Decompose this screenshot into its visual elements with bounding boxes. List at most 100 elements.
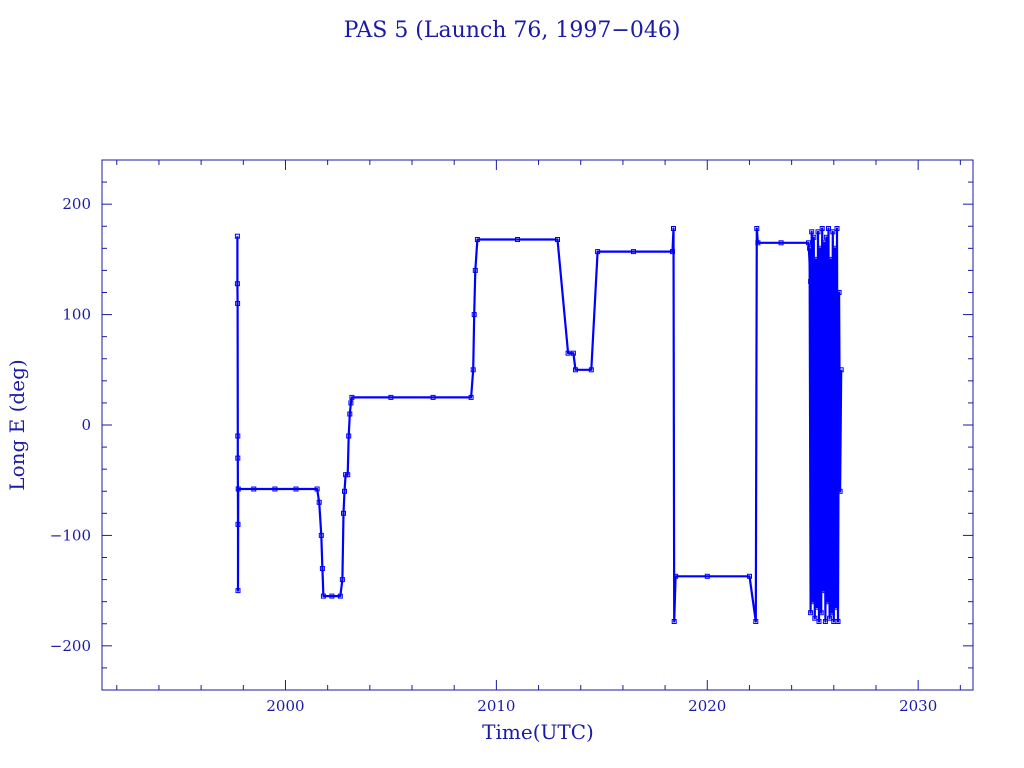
data-point-0-0 [234, 233, 240, 239]
data-point-0-1 [234, 281, 240, 287]
data-point-1-8 [815, 229, 821, 235]
data-point-0-47 [747, 573, 752, 579]
data-point-0-38 [573, 367, 578, 373]
data-point-0-32 [472, 267, 478, 273]
data-point-0-25 [348, 400, 354, 406]
data-point-0-31 [471, 312, 477, 318]
data-point-1-7 [814, 604, 820, 610]
data-point-1-22 [830, 229, 836, 235]
data-point-0-27 [388, 394, 394, 400]
data-point-0-24 [347, 411, 353, 417]
data-point-0-22 [345, 472, 351, 478]
data-point-0-15 [320, 593, 326, 599]
data-point-0-35 [555, 237, 560, 242]
chart-title: PAS 5 (Launch 76, 1997−046) [344, 18, 681, 43]
data-point-1-13 [820, 588, 826, 594]
data-point-0-18 [339, 577, 345, 583]
data-point-0-37 [570, 350, 576, 356]
x-axis-label: Time(UTC) [482, 720, 594, 744]
data-point-0-12 [316, 499, 322, 505]
data-point-0-19 [341, 510, 346, 516]
data-point-0-51 [778, 240, 784, 246]
data-point-0-4 [235, 455, 241, 461]
data-point-0-16 [329, 593, 335, 599]
data-point-1-16 [823, 234, 829, 240]
data-point-0-46 [704, 573, 710, 579]
y-axis-label: Long E (deg) [5, 359, 29, 490]
data-point-0-36 [565, 350, 571, 356]
data-point-0-29 [468, 394, 474, 400]
data-point-1-14 [821, 240, 827, 246]
data-point-0-2 [235, 301, 241, 306]
data-point-0-45 [673, 573, 679, 579]
data-point-0-14 [319, 566, 325, 571]
data-point-0-17 [337, 593, 343, 599]
data-point-1-1 [808, 610, 814, 616]
data-point-0-26 [349, 394, 355, 400]
data-point-0-40 [595, 249, 601, 255]
data-point-0-42 [670, 249, 675, 255]
data-point-0-39 [588, 367, 594, 373]
data-point-1-25 [833, 604, 839, 610]
data-point-0-41 [631, 249, 636, 255]
data-point-1-26 [834, 226, 840, 231]
data-point-1-30 [838, 367, 844, 373]
data-point-0-6 [235, 588, 241, 594]
data-point-0-43 [671, 226, 676, 231]
tick-labels: 2000 2010 2020 2030 200 100 0 −100 −200 [50, 195, 937, 715]
data-point-1-6 [813, 256, 819, 262]
data-point-1-24 [832, 245, 838, 251]
data-point-1-2 [809, 229, 815, 235]
data-point-0-3 [235, 433, 241, 439]
data-point-1-11 [818, 610, 824, 616]
data-point-1-19 [827, 615, 833, 621]
data-point-1-18 [826, 226, 831, 231]
data-point-1-21 [829, 610, 835, 616]
plot-lines [234, 226, 844, 624]
data-point-0-20 [342, 488, 347, 494]
data-point-0-28 [430, 394, 436, 400]
x-tick-label: 2000 [266, 697, 304, 715]
series-line-1 [808, 227, 843, 623]
data-point-1-12 [819, 226, 825, 231]
x-tick-label: 2020 [688, 697, 726, 715]
data-point-0-23 [346, 433, 352, 439]
data-point-1-29 [837, 488, 843, 494]
data-point-1-4 [811, 234, 817, 240]
data-point-0-7 [235, 486, 241, 492]
data-point-0-50 [755, 240, 761, 246]
data-point-0-11 [314, 486, 320, 492]
data-point-0-13 [318, 532, 324, 538]
y-tick-label: −100 [50, 526, 91, 544]
data-point-0-5 [235, 521, 241, 527]
y-tick-label: 0 [81, 416, 91, 434]
data-point-0-9 [272, 486, 278, 492]
data-point-1-10 [817, 245, 823, 251]
data-point-1-27 [835, 619, 841, 624]
data-point-1-9 [816, 619, 822, 624]
data-point-1-17 [825, 599, 830, 605]
data-point-1-15 [822, 619, 828, 624]
axis-ticks [102, 160, 973, 690]
x-tick-label: 2030 [899, 697, 937, 715]
data-point-1-0 [807, 245, 813, 251]
data-point-0-30 [470, 367, 476, 373]
data-point-0-34 [515, 237, 520, 242]
data-point-1-28 [836, 290, 842, 295]
data-point-0-52 [806, 240, 811, 246]
y-tick-label: 200 [62, 195, 91, 213]
series-line-0 [236, 227, 812, 623]
data-point-0-10 [293, 486, 299, 492]
y-tick-label: 100 [62, 306, 91, 324]
y-tick-label: −200 [50, 637, 91, 655]
data-point-0-49 [754, 226, 760, 231]
data-point-1-20 [828, 256, 834, 262]
data-point-1-5 [812, 615, 818, 621]
data-point-0-48 [753, 619, 759, 624]
data-point-0-44 [671, 619, 677, 624]
x-tick-label: 2010 [477, 697, 515, 715]
data-point-0-8 [251, 486, 257, 492]
data-point-1-3 [810, 599, 816, 605]
plot-frame [101, 159, 974, 691]
